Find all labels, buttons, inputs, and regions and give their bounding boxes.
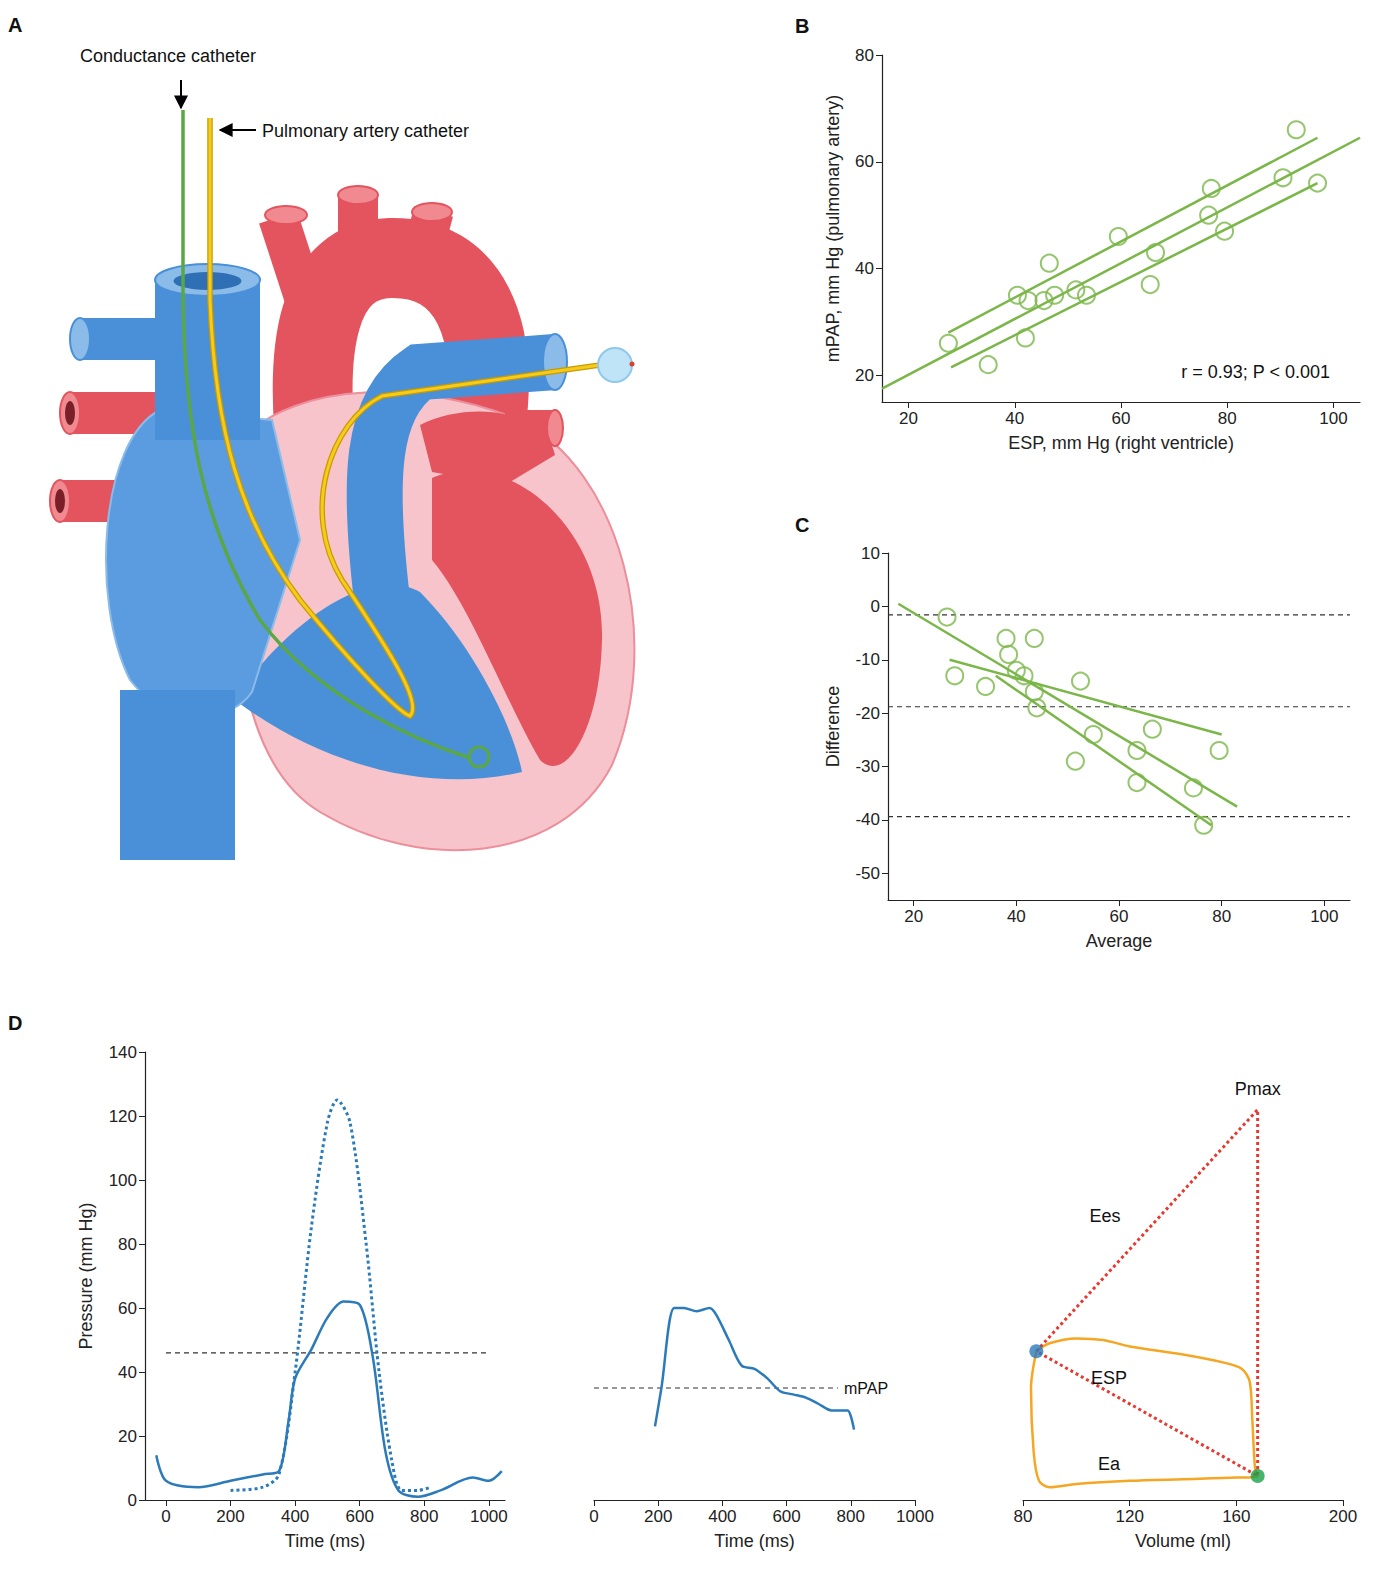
svg-text:60: 60 [855, 152, 874, 171]
svg-text:Time (ms): Time (ms) [285, 1531, 365, 1551]
svg-text:100: 100 [109, 1171, 137, 1190]
svg-text:160: 160 [1222, 1507, 1250, 1526]
svg-text:80: 80 [118, 1235, 137, 1254]
svg-text:120: 120 [1115, 1507, 1143, 1526]
svg-text:1000: 1000 [470, 1507, 508, 1526]
svg-text:Ees: Ees [1089, 1206, 1120, 1226]
svg-text:40: 40 [855, 259, 874, 278]
svg-text:20: 20 [118, 1427, 137, 1446]
svg-text:40: 40 [1005, 409, 1024, 428]
svg-text:Time (ms): Time (ms) [714, 1531, 794, 1551]
svg-text:10: 10 [861, 544, 880, 563]
svg-text:800: 800 [837, 1507, 865, 1526]
svg-text:140: 140 [109, 1043, 137, 1062]
svg-text:200: 200 [644, 1507, 672, 1526]
svg-text:0: 0 [871, 597, 880, 616]
svg-text:-50: -50 [855, 864, 880, 883]
svg-text:A: A [8, 14, 22, 36]
svg-text:-10: -10 [855, 650, 880, 669]
svg-text:Conductance catheter: Conductance catheter [80, 46, 256, 66]
svg-text:80: 80 [855, 46, 874, 65]
svg-text:40: 40 [118, 1363, 137, 1382]
svg-text:200: 200 [216, 1507, 244, 1526]
svg-text:80: 80 [1014, 1507, 1033, 1526]
svg-text:200: 200 [1329, 1507, 1357, 1526]
svg-text:40: 40 [1007, 907, 1026, 926]
svg-text:ESP, mm Hg (right ventricle): ESP, mm Hg (right ventricle) [1008, 433, 1234, 453]
svg-text:Ea: Ea [1098, 1454, 1121, 1474]
svg-text:-40: -40 [855, 810, 880, 829]
svg-text:60: 60 [1112, 409, 1131, 428]
svg-text:r = 0.93; P < 0.001: r = 0.93; P < 0.001 [1181, 362, 1330, 382]
svg-text:Pmax: Pmax [1235, 1079, 1281, 1099]
svg-text:80: 80 [1218, 409, 1237, 428]
svg-text:Difference: Difference [823, 686, 843, 768]
svg-text:0: 0 [128, 1491, 137, 1510]
svg-text:600: 600 [346, 1507, 374, 1526]
svg-text:-20: -20 [855, 704, 880, 723]
svg-text:600: 600 [772, 1507, 800, 1526]
svg-text:D: D [8, 1012, 22, 1034]
svg-text:0: 0 [589, 1507, 598, 1526]
svg-text:Volume (ml): Volume (ml) [1135, 1531, 1231, 1551]
svg-text:800: 800 [410, 1507, 438, 1526]
svg-text:80: 80 [1212, 907, 1231, 926]
svg-text:400: 400 [708, 1507, 736, 1526]
svg-text:C: C [795, 514, 809, 536]
svg-text:Average: Average [1086, 931, 1153, 951]
svg-text:-30: -30 [855, 757, 880, 776]
svg-text:20: 20 [899, 409, 918, 428]
svg-text:100: 100 [1310, 907, 1338, 926]
svg-text:120: 120 [109, 1107, 137, 1126]
svg-text:60: 60 [1110, 907, 1129, 926]
svg-text:mPAP: mPAP [844, 1380, 888, 1397]
svg-text:Pulmonary artery catheter: Pulmonary artery catheter [262, 121, 469, 141]
svg-text:20: 20 [904, 907, 923, 926]
svg-text:100: 100 [1319, 409, 1347, 428]
svg-text:B: B [795, 15, 809, 37]
svg-text:mPAP, mm Hg (pulmonary artery): mPAP, mm Hg (pulmonary artery) [823, 95, 843, 362]
svg-text:400: 400 [281, 1507, 309, 1526]
svg-text:20: 20 [855, 366, 874, 385]
svg-text:ESP: ESP [1091, 1368, 1127, 1388]
svg-text:Pressure (mm Hg): Pressure (mm Hg) [76, 1202, 96, 1349]
svg-text:60: 60 [118, 1299, 137, 1318]
svg-text:1000: 1000 [896, 1507, 934, 1526]
svg-text:0: 0 [161, 1507, 170, 1526]
